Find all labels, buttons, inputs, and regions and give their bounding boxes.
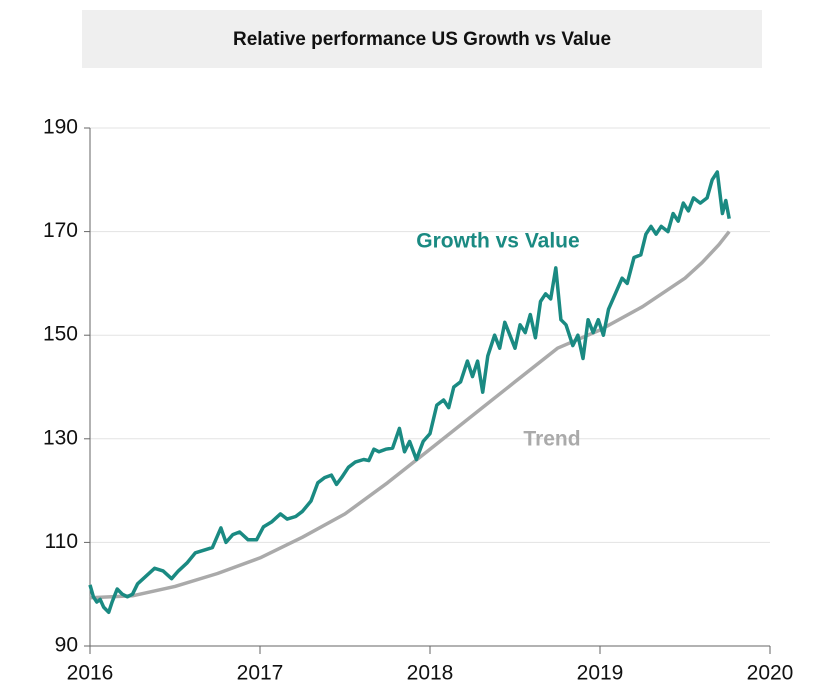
y-tick-label: 130: [43, 426, 78, 449]
y-tick-label: 170: [43, 219, 78, 242]
y-tick-label: 190: [43, 116, 78, 139]
y-tick-label: 110: [45, 530, 78, 553]
chart-title: Relative performance US Growth vs Value: [233, 29, 611, 50]
y-tick-label: 90: [55, 634, 78, 657]
x-tick-label: 2018: [407, 662, 454, 685]
title-box: [82, 10, 762, 68]
series-line: [88, 170, 731, 615]
annotation: Growth vs Value: [416, 230, 579, 253]
x-tick-label: 2017: [237, 662, 284, 685]
series-line: [89, 230, 731, 600]
y-tick-label: 150: [43, 323, 78, 346]
annotation: Trend: [523, 428, 580, 451]
x-tick-label: 2016: [67, 662, 114, 685]
x-tick-label: 2019: [577, 662, 624, 685]
x-tick-label: 2020: [747, 662, 794, 685]
